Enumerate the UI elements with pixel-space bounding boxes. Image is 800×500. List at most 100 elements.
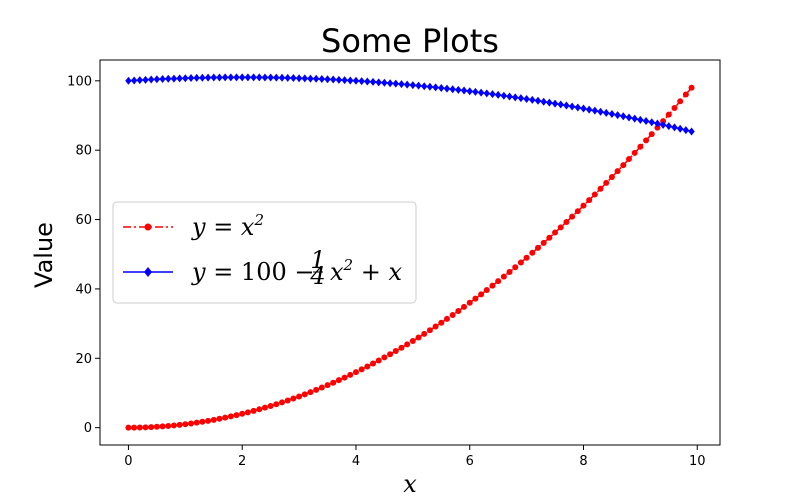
series-1-point [170,422,177,429]
series-1-point [677,98,684,105]
y-axis-ticks: 0 20 40 60 80 100 [67,74,100,436]
series-1-point [648,131,655,138]
series-1-point [603,179,610,186]
series-2-point [534,96,542,105]
series-1-point [301,391,308,398]
series-1-point [318,384,325,391]
series-1-point [370,360,377,367]
series-2-point [557,100,564,109]
series-1-point [443,315,450,322]
series-2-point [568,102,576,111]
series-1-point [671,105,678,112]
series-1-point [335,377,342,384]
series-1-point [438,319,445,326]
series-2-point [489,90,496,99]
x-tick-label: 4 [352,454,360,469]
y-tick-label: 20 [75,352,92,367]
series-1-point [586,197,593,204]
series-2-point [671,123,678,132]
series-1-point [432,323,439,330]
series-2-point [597,107,604,116]
series-1-point [205,417,212,424]
x-axis-ticks: 0 2 4 6 8 10 [124,445,706,469]
series-2-point [494,90,502,99]
series-1-point [426,327,433,334]
series-1-point [341,374,348,381]
series-1-point [250,407,257,414]
series-2-point [415,81,422,90]
y-tick-label: 60 [75,213,92,228]
series-2-point [199,73,206,82]
series-1-point [580,202,587,209]
y-tick-label: 80 [75,144,92,159]
series-1-point [307,389,314,396]
series-2-point [165,74,172,83]
series-1-point [199,418,206,425]
series-2-point [483,89,490,98]
series-1-point [364,363,371,370]
series-1-point [461,303,468,310]
series-2-point [256,73,263,82]
series-2-point [352,76,360,85]
series-1-point [256,406,263,413]
legend-entry-series-2: y = 100 − 1 4 x2 + x [123,246,402,290]
series-1-point [557,224,564,231]
series-2-point [500,91,508,100]
series-1-point [182,421,189,428]
series-1-point [290,395,297,402]
series-1-point [637,143,644,150]
series-1-point [466,299,473,306]
series-2-point [426,82,434,91]
series-2-point [290,74,297,83]
series-1-point [352,369,359,376]
series-2-point [392,79,399,88]
series-2-point [637,115,644,124]
series-1-point [552,229,559,236]
series-1-point [153,423,160,430]
series-2-point [574,103,581,112]
y-tick-label: 0 [84,421,92,436]
series-2-point [358,77,365,86]
x-axis-label: x [403,470,417,498]
series-2-point [130,76,138,85]
series-1-point [404,341,411,348]
series-1-point [142,424,149,431]
series-1-point [216,415,223,422]
series-2-point [341,76,348,85]
series-2-point [659,120,667,129]
series-1-point [614,168,621,175]
series-2-point [330,75,337,84]
series-1-point [546,234,553,241]
series-2-point [318,75,326,84]
series-2-point [403,80,411,89]
series-2-point [335,75,343,84]
series-2-point [193,73,200,82]
series-2-point [398,80,405,89]
series-1-point [682,91,689,98]
legend-label-series-2: y = 100 − [191,258,314,286]
series-1-point [381,354,388,361]
series-1-point [409,337,416,344]
series-2-point [273,73,280,82]
legend-label-series-2-tail: x2 + x [330,256,402,286]
series-2 [125,73,695,136]
series-2-point [204,73,212,82]
series-2-point [386,79,394,88]
legend-fraction-den: 4 [309,262,325,290]
series-2-point [284,73,291,82]
series-2-point [176,74,183,83]
series-2-point [369,77,377,86]
series-2-point [665,122,673,131]
series-1-point [563,219,570,226]
series-2-point [301,74,308,83]
series-1-point [625,156,632,163]
series-2-point [307,74,314,83]
x-tick-label: 0 [124,454,132,469]
series-1-point [569,213,576,220]
series-2-point [159,75,166,84]
series-2-point [472,87,479,96]
series-2-point [506,92,513,101]
series-2-point [312,74,320,83]
legend-marker-series-1 [144,223,152,231]
series-1-point [176,421,183,428]
